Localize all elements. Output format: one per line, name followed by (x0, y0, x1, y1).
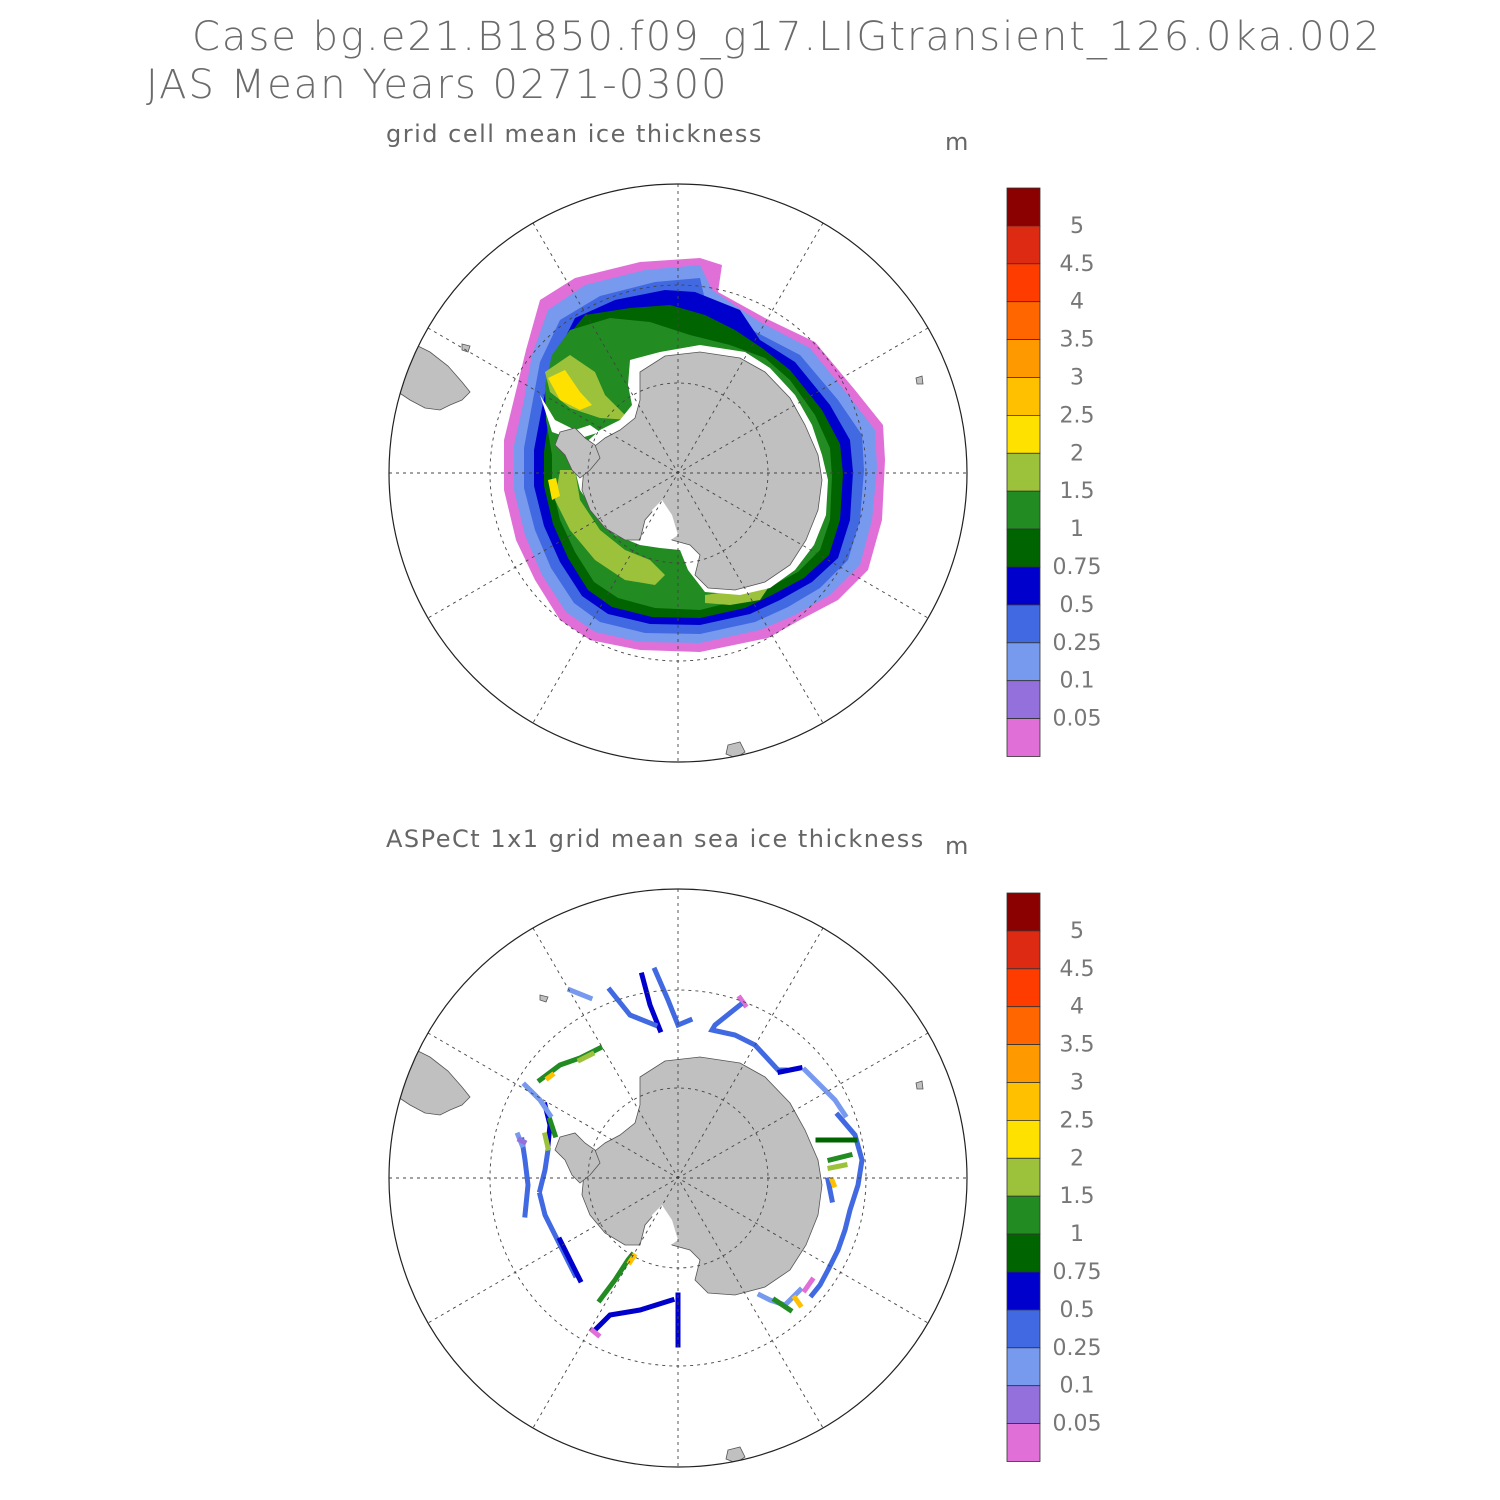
colorbar-tick-label: 0.1 (1060, 1374, 1095, 1399)
ice-band-1.5 (545, 355, 630, 420)
colorbar-tick-label: 1.5 (1060, 479, 1095, 504)
south-america-land (389, 1044, 471, 1116)
colorbar-swatch (1006, 1044, 1041, 1083)
colorbar-swatch (1006, 892, 1041, 932)
colorbar-tick-label: 0.1 (1060, 669, 1095, 694)
colorbar-tick-label: 2 (1070, 441, 1084, 466)
colorbar-top: 5 4.5 4 3.5 3 2.5 2 1.5 1 0.75 0.5 0.25 0.1 0.05 (1006, 187, 1102, 757)
colorbar-tick-label: 0.25 (1053, 631, 1102, 656)
south-america-land (389, 339, 471, 411)
graticule-top (389, 184, 967, 762)
colorbar-tick-label: 1 (1070, 1222, 1084, 1247)
ship-tracks (514, 966, 865, 1348)
colorbar-swatch (1006, 414, 1041, 454)
map-model-ice-thickness (388, 183, 968, 763)
colorbar-tick-label: 3.5 (1060, 1033, 1095, 1058)
colorbar-tick-label: 4 (1070, 290, 1084, 315)
island-3 (915, 375, 924, 385)
colorbar-tick-label: 3 (1070, 1071, 1084, 1096)
colorbar-swatch (1006, 1309, 1041, 1349)
panel2-unit: m (945, 832, 969, 860)
colorbar-swatch (1006, 1423, 1041, 1462)
colorbar-tick-label: 4.5 (1060, 252, 1095, 277)
colorbar-swatch (1006, 1157, 1041, 1197)
colorbar-swatch (1006, 225, 1041, 265)
colorbar-swatch (1006, 452, 1041, 492)
colorbar-tick-label: 5 (1070, 214, 1084, 239)
map-boundary-bottom (388, 888, 968, 1468)
colorbar-tick-label: 0.05 (1053, 707, 1102, 732)
antarctica-land (581, 1056, 823, 1296)
colorbar-swatch (1006, 490, 1041, 530)
colorbar-tick-label: 2.5 (1060, 1108, 1095, 1133)
colorbar-tick-label: 0.75 (1053, 555, 1102, 580)
colorbar-tick-label: 0.75 (1053, 1260, 1102, 1285)
colorbar-swatch (1006, 263, 1041, 303)
colorbar-tick-label: 0.25 (1053, 1336, 1102, 1361)
colorbar-swatch (1006, 1385, 1041, 1424)
map-aspect-ice-thickness (388, 888, 968, 1468)
colorbar-tick-label: 2.5 (1060, 403, 1095, 428)
colorbar-tick-label: 0.5 (1060, 1298, 1095, 1323)
colorbar-swatch (1006, 1195, 1041, 1235)
colorbar-swatch (1006, 930, 1041, 970)
colorbar-tick-label: 4.5 (1060, 957, 1095, 982)
colorbar-swatch (1006, 1347, 1041, 1387)
colorbar-swatch (1006, 1006, 1041, 1046)
ross-notch (652, 500, 678, 542)
colorbar-swatch (1006, 377, 1041, 416)
colorbar-swatch (1006, 642, 1041, 682)
panel1-title: grid cell mean ice thickness (386, 120, 763, 148)
colorbar-swatch (1006, 339, 1041, 378)
ross-notch (652, 1205, 678, 1247)
graticule-bottom (389, 889, 967, 1467)
ice-band-2b (548, 478, 560, 500)
colorbar-swatch (1006, 187, 1041, 227)
colorbar-swatch (1006, 528, 1041, 568)
island-2 (725, 1446, 746, 1464)
colorbar-swatch (1006, 1233, 1041, 1273)
colorbar-swatch (1006, 968, 1041, 1008)
colorbar-swatch (1006, 301, 1041, 341)
colorbar-swatch (1006, 1271, 1041, 1311)
colorbar-swatch (1006, 1120, 1041, 1159)
case-title: Case bg.e21.B1850.f09_g17.LIGtransient_1… (192, 14, 1382, 60)
island-1 (539, 994, 549, 1003)
colorbar-swatch (1006, 718, 1041, 757)
ice-band-2 (548, 370, 592, 410)
island-1 (461, 343, 471, 353)
island-2 (725, 741, 746, 759)
colorbar-tick-label: 4 (1070, 995, 1084, 1020)
colorbar-tick-label: 2 (1070, 1146, 1084, 1171)
colorbar-swatch (1006, 680, 1041, 720)
colorbar-swatch (1006, 1082, 1041, 1121)
colorbar-tick-label: 3 (1070, 366, 1084, 391)
colorbar-bottom: 5 4.5 4 3.5 3 2.5 2 1.5 1 0.75 0.5 0.25 0.1 0.05 (1006, 892, 1102, 1462)
weddell-gap (540, 395, 600, 440)
colorbar-tick-label: 5 (1070, 919, 1084, 944)
island-3 (915, 1080, 924, 1090)
map-boundary-top (388, 183, 968, 763)
colorbar-tick-label: 1.5 (1060, 1184, 1095, 1209)
colorbar-swatch (1006, 604, 1041, 644)
panel1-unit: m (945, 128, 969, 156)
colorbar-tick-label: 0.05 (1053, 1412, 1102, 1437)
panel2-title: ASPeCt 1x1 grid mean sea ice thickness (386, 825, 925, 853)
ice-band-1.5b (555, 470, 665, 585)
colorbar-tick-label: 0.5 (1060, 593, 1095, 618)
period-title: JAS Mean Years 0271-0300 (146, 62, 729, 108)
colorbar-tick-label: 1 (1070, 517, 1084, 542)
colorbar-tick-label: 3.5 (1060, 328, 1095, 353)
colorbar-swatch (1006, 566, 1041, 606)
